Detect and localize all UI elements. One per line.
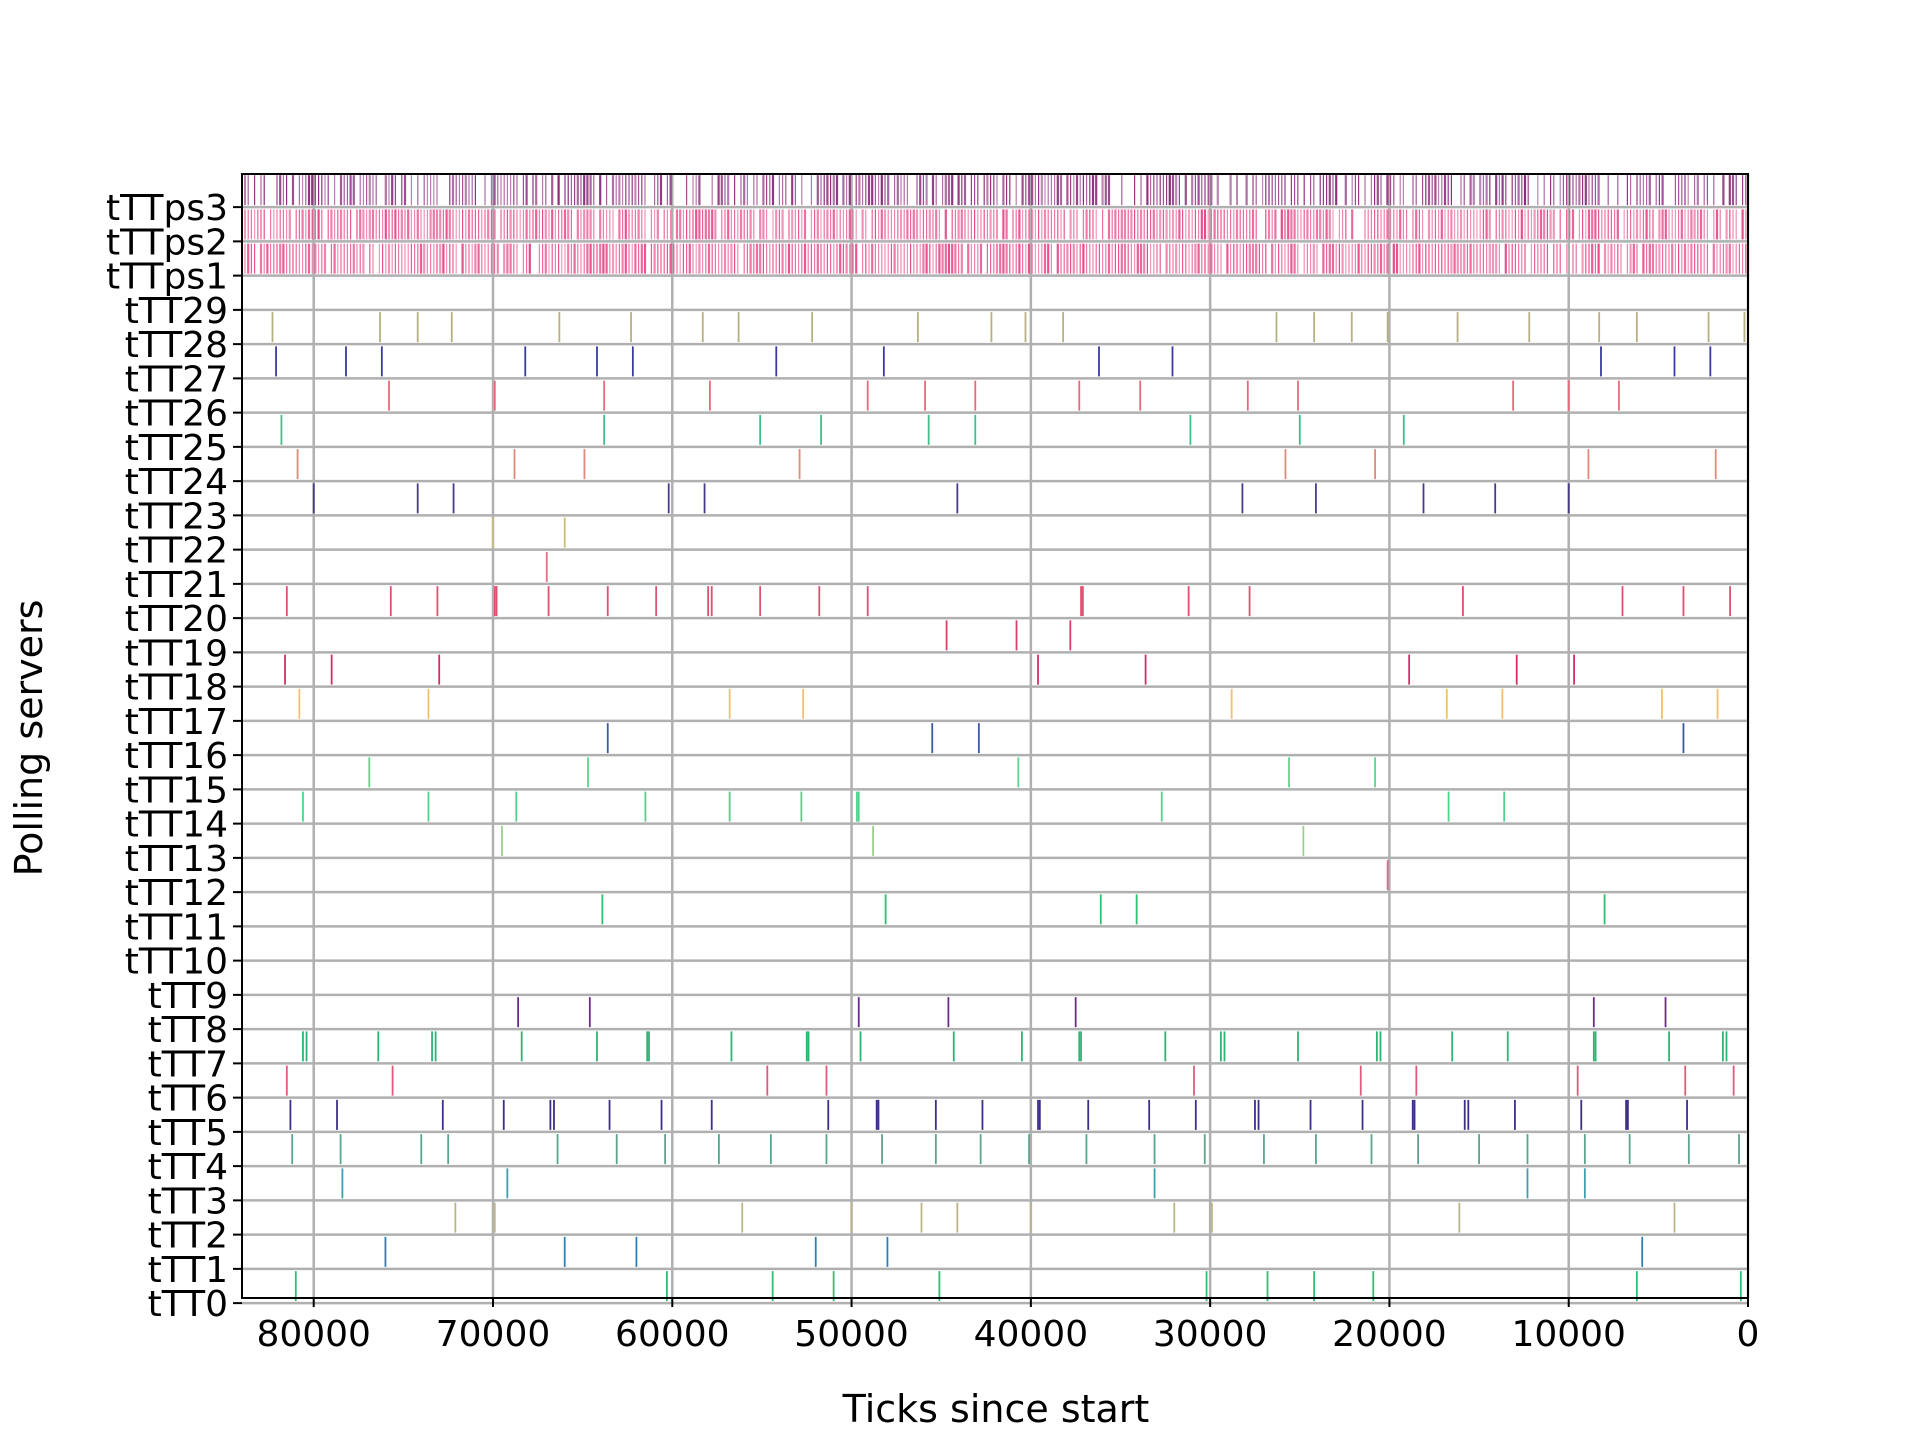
y-tick-label-ttt27: tTT27 <box>125 359 228 400</box>
data-marks <box>244 175 1747 1302</box>
x-tick-label: 40000 <box>974 1314 1089 1355</box>
y-tick-label-ttt29: tTT29 <box>125 291 228 332</box>
y-tick-label-ttt8: tTT8 <box>148 1010 228 1051</box>
y-tick-label-tttps3: tTTps3 <box>106 188 228 229</box>
y-tick-label-ttt16: tTT16 <box>125 736 228 777</box>
y-tick-label-ttt7: tTT7 <box>148 1044 228 1085</box>
y-tick-label-ttt9: tTT9 <box>148 976 228 1017</box>
y-tick-label-ttt11: tTT11 <box>125 907 228 948</box>
y-tick-label-ttt1: tTT1 <box>148 1250 228 1291</box>
y-tick-label-ttt21: tTT21 <box>125 565 228 606</box>
y-tick-label-tttps2: tTTps2 <box>106 222 228 263</box>
y-tick-label-ttt3: tTT3 <box>148 1181 228 1222</box>
y-tick-label-ttt6: tTT6 <box>148 1079 228 1120</box>
y-tick-label-ttt17: tTT17 <box>125 702 228 743</box>
y-tick-label-ttt10: tTT10 <box>125 942 228 983</box>
x-axis-title: Ticks since start <box>842 1387 1150 1431</box>
y-tick-label-ttt24: tTT24 <box>125 462 228 503</box>
x-tick-label: 0 <box>1737 1314 1760 1355</box>
y-tick-label-ttt22: tTT22 <box>125 531 228 572</box>
x-tick-label: 70000 <box>436 1314 551 1355</box>
y-tick-label-ttt0: tTT0 <box>148 1284 228 1325</box>
y-tick-label-ttt15: tTT15 <box>125 770 228 811</box>
y-tick-label-ttt19: tTT19 <box>125 633 228 674</box>
y-tick-label-ttt25: tTT25 <box>125 428 228 469</box>
y-tick-label-ttt13: tTT13 <box>125 839 228 880</box>
y-tick-label-ttt4: tTT4 <box>148 1147 228 1188</box>
x-tick-label: 80000 <box>256 1314 371 1355</box>
x-tick-label: 60000 <box>615 1314 730 1355</box>
y-tick-label-ttt18: tTT18 <box>125 668 228 709</box>
y-axis-title: Polling servers <box>7 600 51 877</box>
x-tick-label: 10000 <box>1511 1314 1626 1355</box>
y-tick-label-ttt28: tTT28 <box>125 325 228 366</box>
x-axis-ticks: 80000 70000 60000 50000 40000 30000 20000 10000… <box>256 1298 1759 1355</box>
x-tick-label: 30000 <box>1153 1314 1268 1355</box>
plot-frame <box>241 173 1749 1299</box>
y-tick-label-ttt23: tTT23 <box>125 496 228 537</box>
y-tick-label-ttt12: tTT12 <box>125 873 228 914</box>
y-tick-label-ttt20: tTT20 <box>125 599 228 640</box>
y-tick-label-ttt14: tTT14 <box>125 805 228 846</box>
y-tick-label-ttt26: tTT26 <box>125 394 228 435</box>
x-tick-label: 20000 <box>1332 1314 1447 1355</box>
y-axis-ticks: tTT0tTT1tTT2tTT3tTT4tTT5tTT6tTT7tTT8tTT9… <box>106 188 242 1325</box>
grid-lines <box>242 174 1750 1305</box>
y-tick-label-ttt2: tTT2 <box>148 1216 228 1257</box>
x-tick-label: 50000 <box>794 1314 909 1355</box>
y-tick-label-ttt5: tTT5 <box>148 1113 228 1154</box>
y-tick-label-tttps1: tTTps1 <box>106 257 228 298</box>
